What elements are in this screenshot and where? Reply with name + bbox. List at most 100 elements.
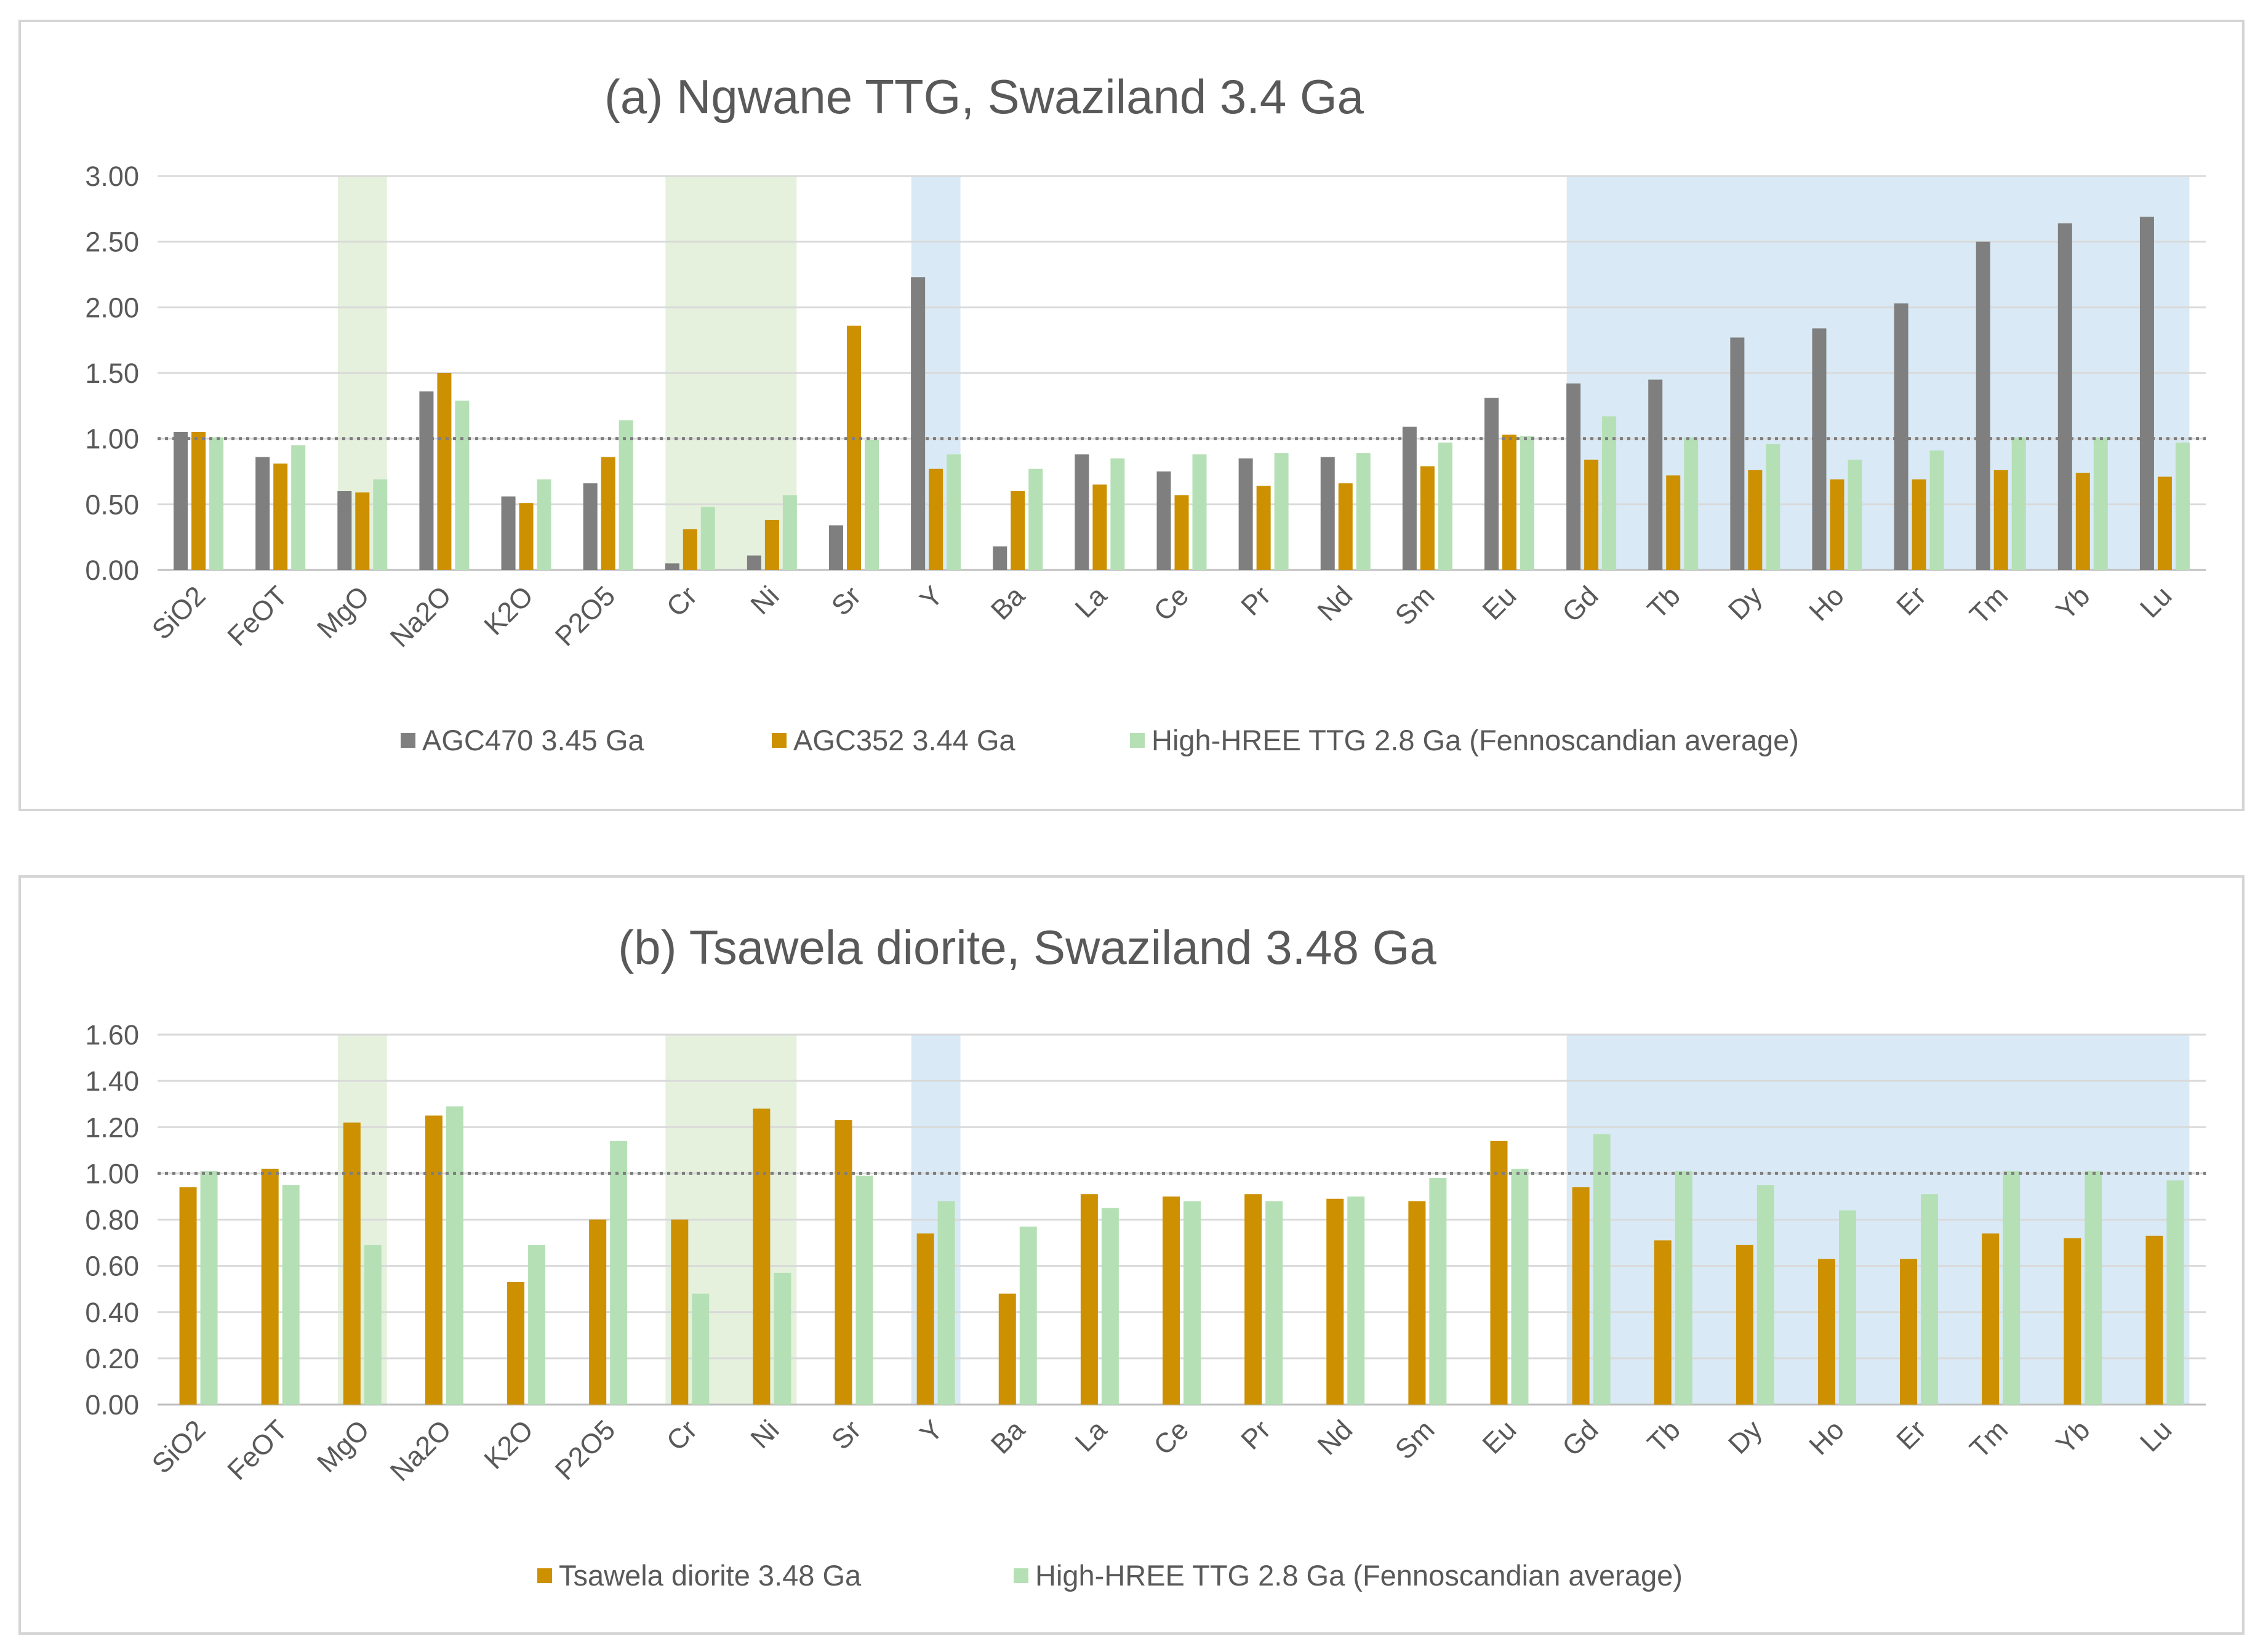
bar-agc470-y xyxy=(911,277,926,570)
legend-swatch-agc352 xyxy=(772,733,787,748)
y-tick-label: 1.20 xyxy=(85,1112,139,1143)
legend-swatch-tsawela xyxy=(537,1568,552,1583)
x-category-label: Y xyxy=(913,1414,948,1449)
x-category-label: Sr xyxy=(825,580,867,622)
x-category-label: Eu xyxy=(1476,580,1523,626)
bar-tsawela-pr xyxy=(1256,486,1271,570)
bar-agc470-sm xyxy=(1402,427,1417,570)
bar-fenno-tb xyxy=(1684,437,1699,570)
x-category-label: SiO2 xyxy=(146,580,212,646)
bar-tsawela-sio2 xyxy=(191,432,206,570)
bar-fenno-pr xyxy=(1265,1201,1283,1405)
bar-tsawela-sm xyxy=(1420,466,1435,570)
bar-fenno-y xyxy=(947,454,961,570)
bar-fenno-sm xyxy=(1429,1177,1447,1405)
y-tick-label: 1.00 xyxy=(85,1158,139,1189)
bar-tsawela-ba xyxy=(998,1293,1016,1405)
y-tick-label: 3.00 xyxy=(85,161,139,192)
x-category-label: La xyxy=(1068,1413,1113,1458)
y-tick-label: 1.50 xyxy=(85,358,139,389)
bar-agc470-pr xyxy=(1238,458,1253,570)
x-category-label: Nd xyxy=(1312,580,1359,627)
bar-tsawela-er xyxy=(1900,1259,1918,1405)
x-category-label: Ho xyxy=(1803,1414,1850,1461)
bar-tsawela-mgo xyxy=(343,1122,361,1405)
bar-fenno-cr xyxy=(700,507,715,570)
x-category-label: Lu xyxy=(2134,1414,2177,1458)
bar-tsawela-ho xyxy=(1817,1259,1835,1405)
x-category-label: Dy xyxy=(1722,580,1768,626)
x-category-label: Ni xyxy=(744,1414,785,1454)
x-category-label: FeOT xyxy=(221,580,293,652)
bar-agc470-tb xyxy=(1648,379,1663,570)
bar-agc470-sio2 xyxy=(174,432,188,570)
x-category-label: Yb xyxy=(2049,580,2096,626)
bar-tsawela-tm xyxy=(1982,1233,2000,1405)
bar-tsawela-ho xyxy=(1830,479,1844,570)
bar-fenno-k2o xyxy=(528,1245,546,1405)
y-tick-label: 0.50 xyxy=(85,489,139,520)
chart-title: (a) Ngwane TTG, Swaziland 3.4 Ga xyxy=(604,70,1364,124)
bar-agc470-ce xyxy=(1156,471,1171,570)
bar-fenno-nd xyxy=(1356,453,1371,570)
bar-agc470-ho xyxy=(1812,328,1827,570)
x-category-label: Cr xyxy=(660,580,703,623)
bar-fenno-yb xyxy=(2093,437,2108,570)
bar-fenno-ho xyxy=(1838,1210,1856,1405)
legend: Tsawela diorite 3.48 Ga High-HREE TTG 2.… xyxy=(537,1559,1683,1592)
bar-series xyxy=(174,217,2190,571)
bar-tsawela-yb xyxy=(2075,473,2090,570)
legend-label-agc470: AGC470 3.45 Ga xyxy=(422,724,644,756)
bar-tsawela-la xyxy=(1092,484,1107,570)
gridlines xyxy=(158,1033,2206,1406)
x-category-label: Ce xyxy=(1147,1414,1195,1461)
bar-fenno-feot xyxy=(291,445,306,570)
legend-swatch-fenno-a xyxy=(1130,733,1145,748)
bar-fenno-dy xyxy=(1756,1185,1774,1405)
bar-tsawela-k2o xyxy=(519,503,534,570)
y-tick-label: 1.60 xyxy=(85,1019,139,1051)
chart-panel-a: 0.00 0.50 1.00 1.50 2.00 2.50 3.00 SiO2 FeOT MgO… xyxy=(18,20,2245,811)
legend-swatch-fenno-b xyxy=(1014,1568,1028,1583)
x-category-label: Gd xyxy=(1556,580,1604,628)
y-axis-ticks: 0.00 0.20 0.40 0.60 0.80 1.00 1.20 1.40 1.60 xyxy=(85,1019,139,1421)
bar-fenno-ba xyxy=(1028,468,1043,570)
bar-fenno-ni xyxy=(774,1272,791,1405)
x-axis-categories: SiO2 FeOT MgO Na2O K2O P2O5 Cr Ni Sr Y Ba La Ce Pr Nd S… xyxy=(146,579,2178,653)
bar-fenno-er xyxy=(1929,450,1944,570)
bar-fenno-gd xyxy=(1602,416,1617,570)
y-tick-label: 0.60 xyxy=(85,1251,139,1282)
y-tick-label: 0.00 xyxy=(85,1389,139,1421)
bar-fenno-er xyxy=(1921,1194,1939,1405)
chart-a-canvas: 0.00 0.50 1.00 1.50 2.00 2.50 3.00 SiO2 FeOT MgO… xyxy=(85,70,2206,756)
bar-fenno-na2o xyxy=(446,1106,463,1405)
bar-fenno-ho xyxy=(1848,459,1862,570)
bar-tsawela-dy xyxy=(1748,470,1763,570)
bar-fenno-mgo xyxy=(373,479,388,570)
bar-tsawela-cr xyxy=(671,1219,689,1405)
bar-tsawela-ce xyxy=(1163,1196,1180,1405)
bar-tsawela-ni xyxy=(753,1109,771,1405)
y-tick-label: 2.50 xyxy=(85,227,139,258)
bar-fenno-lu xyxy=(2166,1180,2184,1405)
bar-tsawela-sr xyxy=(847,326,862,570)
chart-b-canvas: 0.00 0.20 0.40 0.60 0.80 1.00 1.20 1.40 1.60 SiO… xyxy=(85,920,2206,1592)
bar-tsawela-er xyxy=(1912,479,1926,570)
legend-label-fenno-b: High-HREE TTG 2.8 Ga (Fennoscandian aver… xyxy=(1035,1559,1683,1592)
y-tick-label: 0.80 xyxy=(85,1205,139,1236)
bar-fenno-sm xyxy=(1438,443,1452,570)
bar-tsawela-lu xyxy=(2157,476,2172,570)
bar-agc470-p2o5 xyxy=(583,483,598,570)
x-category-label: Eu xyxy=(1476,1414,1523,1460)
legend-label-agc352: AGC352 3.44 Ga xyxy=(793,724,1015,756)
bar-series xyxy=(179,1106,2184,1405)
bar-tsawela-sr xyxy=(835,1120,852,1405)
bar-tsawela-eu xyxy=(1490,1141,1508,1405)
x-category-label: Ho xyxy=(1803,580,1850,627)
x-category-label: SiO2 xyxy=(146,1414,212,1480)
x-category-label: Dy xyxy=(1722,1414,1768,1460)
y-tick-label: 0.20 xyxy=(85,1343,139,1374)
x-category-label: FeOT xyxy=(221,1414,293,1486)
chart-title: (b) Tsawela diorite, Swaziland 3.48 Ga xyxy=(618,920,1436,974)
bar-fenno-gd xyxy=(1593,1134,1611,1405)
